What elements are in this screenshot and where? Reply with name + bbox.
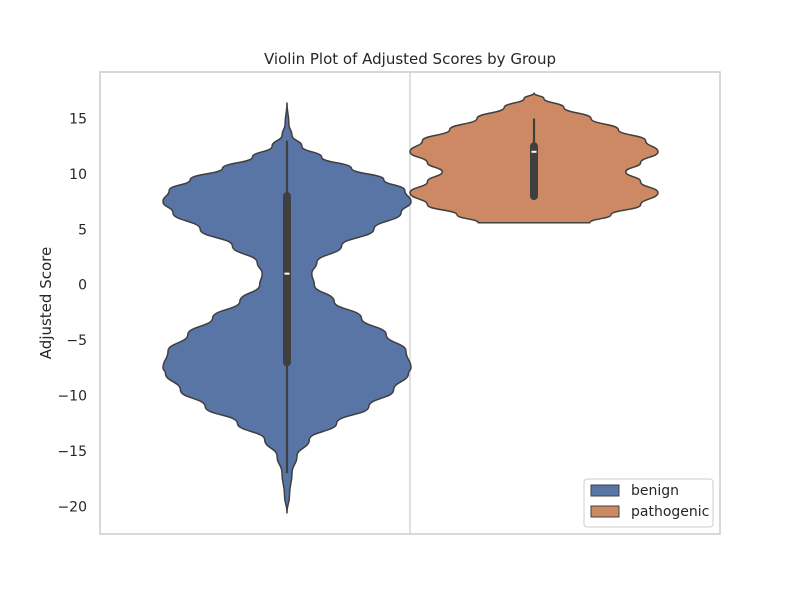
violins-layer <box>162 92 659 514</box>
plot-frame <box>99 71 721 535</box>
y-tick-label: −20 <box>57 499 87 515</box>
legend-swatch-pathogenic <box>590 505 620 518</box>
legend-label-benign: benign <box>631 483 679 499</box>
chart-title: Violin Plot of Adjusted Scores by Group <box>264 50 556 68</box>
y-tick-label: 10 <box>69 167 87 183</box>
y-axis-ticks: 15 10 5 0 −5 −10 −15 −20 <box>57 112 87 516</box>
legend-swatch-benign <box>590 484 620 497</box>
y-tick-label: −15 <box>57 444 87 460</box>
legend-label-pathogenic: pathogenic <box>631 504 709 520</box>
y-tick-label: 5 <box>78 222 87 238</box>
y-axis-label: Adjusted Score <box>37 247 55 359</box>
y-tick-label: 0 <box>78 278 87 294</box>
y-tick-label: −5 <box>66 333 87 349</box>
y-tick-label: −10 <box>57 389 87 405</box>
legend: benign pathogenic <box>583 478 714 528</box>
y-tick-label: 15 <box>69 112 87 128</box>
